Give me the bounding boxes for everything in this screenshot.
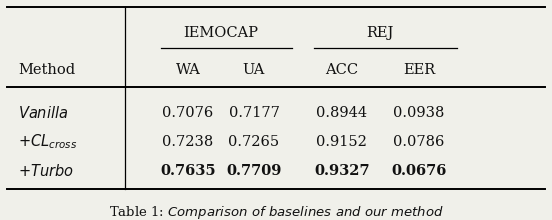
Text: 0.9152: 0.9152	[316, 135, 367, 149]
Text: WA: WA	[176, 63, 200, 77]
Text: $Vanilla$: $Vanilla$	[18, 105, 68, 121]
Text: 0.8944: 0.8944	[316, 106, 368, 120]
Text: Method: Method	[18, 63, 75, 77]
Text: 0.0786: 0.0786	[393, 135, 444, 149]
Text: 0.0676: 0.0676	[391, 164, 447, 178]
Text: 0.7709: 0.7709	[226, 164, 282, 178]
Text: 0.7238: 0.7238	[162, 135, 214, 149]
Text: REJ: REJ	[367, 26, 394, 40]
Text: 0.7177: 0.7177	[229, 106, 279, 120]
Text: UA: UA	[243, 63, 265, 77]
Text: $+Turbo$: $+Turbo$	[18, 163, 74, 179]
Text: 0.9327: 0.9327	[314, 164, 370, 178]
Text: 0.7076: 0.7076	[162, 106, 214, 120]
Text: 0.0938: 0.0938	[393, 106, 444, 120]
Text: $+CL_{cross}$: $+CL_{cross}$	[18, 133, 77, 151]
Text: IEMOCAP: IEMOCAP	[184, 26, 258, 40]
Text: 0.7635: 0.7635	[160, 164, 216, 178]
Text: EER: EER	[403, 63, 435, 77]
Text: 0.7265: 0.7265	[229, 135, 280, 149]
Text: Table 1: $\it{Comparison\ of\ baselines\ and\ our\ method}$: Table 1: $\it{Comparison\ of\ baselines\…	[109, 204, 443, 220]
Text: ACC: ACC	[325, 63, 358, 77]
